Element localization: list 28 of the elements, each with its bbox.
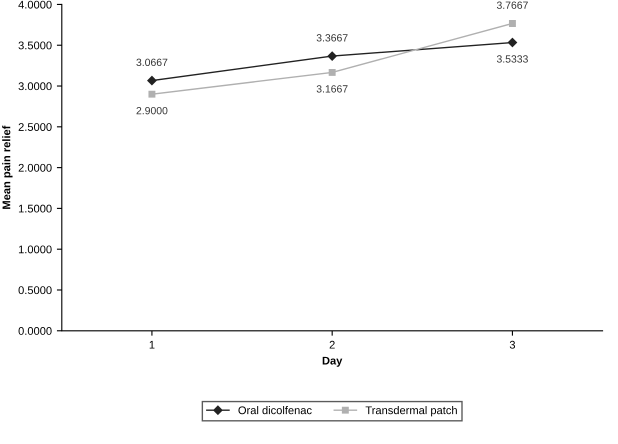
y-tick-label: 3.0000 bbox=[18, 82, 52, 90]
y-tick-label: 0.0000 bbox=[18, 327, 52, 335]
point bbox=[328, 51, 337, 61]
data-label: 3.1667 bbox=[316, 85, 348, 93]
data-label: 3.7667 bbox=[496, 2, 528, 9]
point bbox=[508, 20, 516, 27]
data-label: 3.5333 bbox=[496, 55, 528, 63]
legend-label: Transdermal patch bbox=[366, 406, 457, 416]
y-tick-label: 1.0000 bbox=[18, 245, 52, 254]
data-label: 3.3667 bbox=[316, 34, 348, 42]
x-axis-title: Day bbox=[322, 356, 342, 367]
y-axis-title: Mean pain relief bbox=[2, 126, 13, 209]
y-tick-label: 0.5000 bbox=[18, 286, 52, 294]
y-tick-label: 4.0000 bbox=[18, 0, 52, 9]
data-label: 2.9000 bbox=[136, 106, 168, 114]
point bbox=[328, 68, 336, 76]
y-tick-label: 2.0000 bbox=[18, 164, 52, 172]
y-tick-label: 1.5000 bbox=[18, 204, 52, 213]
y-tick-label: 3.5000 bbox=[18, 42, 52, 50]
x-tick-label: 3 bbox=[510, 340, 516, 349]
x-tick-label: 1 bbox=[150, 340, 154, 349]
data-label: 3.0667 bbox=[136, 58, 168, 66]
x-tick-label: 2 bbox=[330, 340, 335, 349]
legend-label: Oral dicolfenac bbox=[238, 406, 312, 414]
point bbox=[148, 90, 156, 98]
y-tick-label: 2.5000 bbox=[18, 123, 52, 131]
point bbox=[508, 38, 518, 48]
point bbox=[147, 76, 157, 86]
